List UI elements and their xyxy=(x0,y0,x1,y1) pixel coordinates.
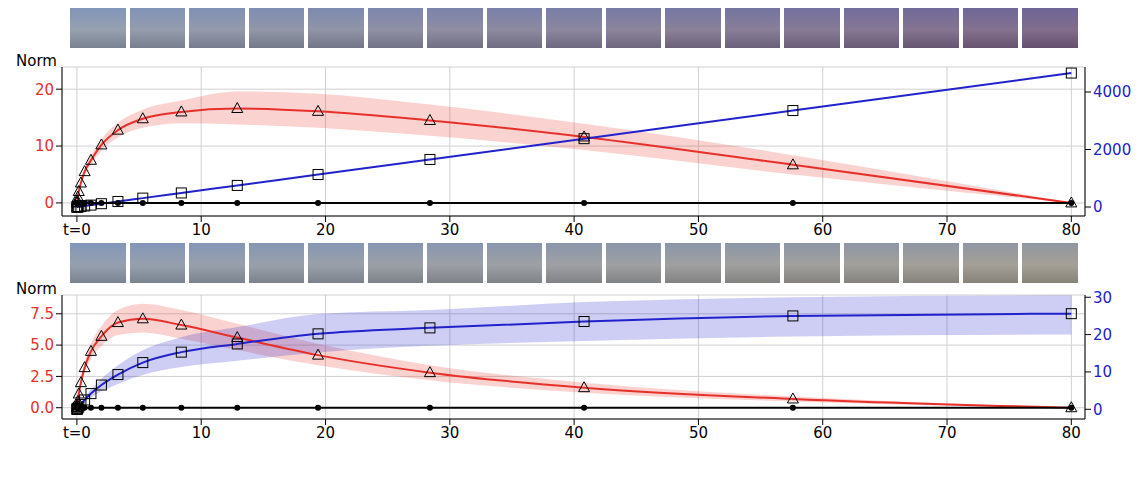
svg-text:80: 80 xyxy=(1062,221,1081,239)
svg-text:7.5: 7.5 xyxy=(30,305,54,323)
svg-text:40: 40 xyxy=(565,424,584,442)
svg-text:20: 20 xyxy=(316,221,335,239)
svg-text:50: 50 xyxy=(689,221,708,239)
svg-text:70: 70 xyxy=(937,221,956,239)
svg-text:0: 0 xyxy=(1093,198,1103,216)
svg-text:t=0: t=0 xyxy=(63,221,91,239)
svg-text:20: 20 xyxy=(316,424,335,442)
svg-text:10: 10 xyxy=(1093,363,1112,381)
svg-text:40: 40 xyxy=(565,221,584,239)
svg-text:4000: 4000 xyxy=(1093,83,1131,101)
svg-text:2000: 2000 xyxy=(1093,141,1131,159)
svg-text:10: 10 xyxy=(192,424,211,442)
html-text:Norm: Norm xyxy=(16,280,57,298)
svg-text:5.0: 5.0 xyxy=(30,336,54,354)
html-text:Norm: Norm xyxy=(16,52,57,70)
svg-text:0: 0 xyxy=(1093,401,1103,419)
svg-text:t=0: t=0 xyxy=(63,424,91,442)
svg-text:60: 60 xyxy=(813,221,832,239)
svg-text:60: 60 xyxy=(813,424,832,442)
svg-text:20: 20 xyxy=(1093,326,1112,344)
svg-text:30: 30 xyxy=(1093,289,1112,307)
svg-text:10: 10 xyxy=(192,221,211,239)
svg-text:20: 20 xyxy=(35,81,54,99)
svg-text:30: 30 xyxy=(440,221,459,239)
svg-text:0.0: 0.0 xyxy=(30,399,54,417)
svg-text:2.5: 2.5 xyxy=(30,368,54,386)
svg-text:80: 80 xyxy=(1062,424,1081,442)
svg-text:50: 50 xyxy=(689,424,708,442)
svg-text:30: 30 xyxy=(440,424,459,442)
svg-text:10: 10 xyxy=(35,137,54,155)
svg-text:0: 0 xyxy=(44,194,54,212)
svg-text:70: 70 xyxy=(937,424,956,442)
